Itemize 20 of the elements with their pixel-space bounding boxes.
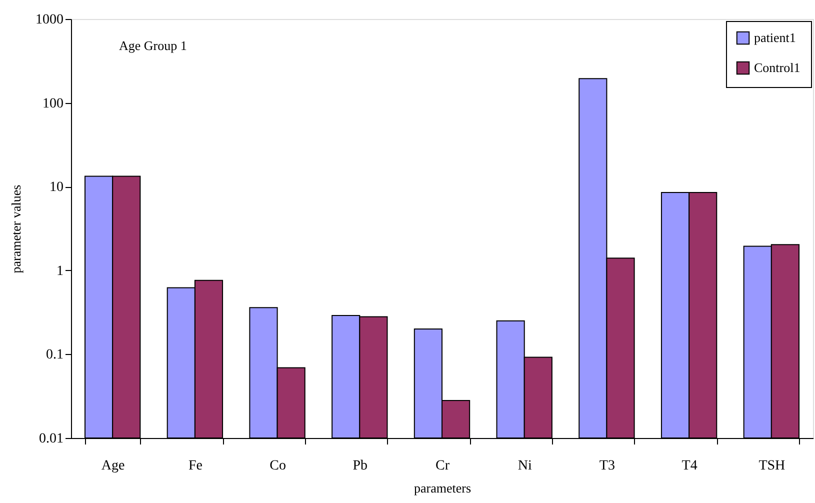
annotation: Age Group 1: [119, 38, 187, 53]
x-axis-title: parameters: [414, 480, 472, 496]
x-tick-label: Co: [270, 458, 286, 474]
y-tick-label: 100: [42, 96, 64, 112]
legend-label: Control1: [754, 60, 800, 75]
legend-label: patient1: [754, 30, 796, 45]
y-axis-title: parameter values: [8, 184, 24, 274]
y-tick-label: 1: [56, 264, 64, 279]
y-tick-label: 10: [50, 180, 64, 196]
y-tick-label: 0.1: [46, 348, 64, 363]
x-tick-label: Fe: [188, 458, 202, 474]
x-tick-label: Cr: [436, 458, 450, 474]
x-tick-label: Pb: [352, 458, 368, 474]
x-tick-label: Ni: [518, 458, 532, 474]
x-tick-label: Age: [101, 458, 125, 474]
y-tick-label: 0.01: [39, 432, 64, 446]
x-tick-label: T4: [682, 458, 698, 474]
x-tick-label: T3: [599, 458, 615, 474]
x-tick-label: TSH: [758, 458, 786, 474]
y-tick-label: 1000: [36, 12, 64, 28]
